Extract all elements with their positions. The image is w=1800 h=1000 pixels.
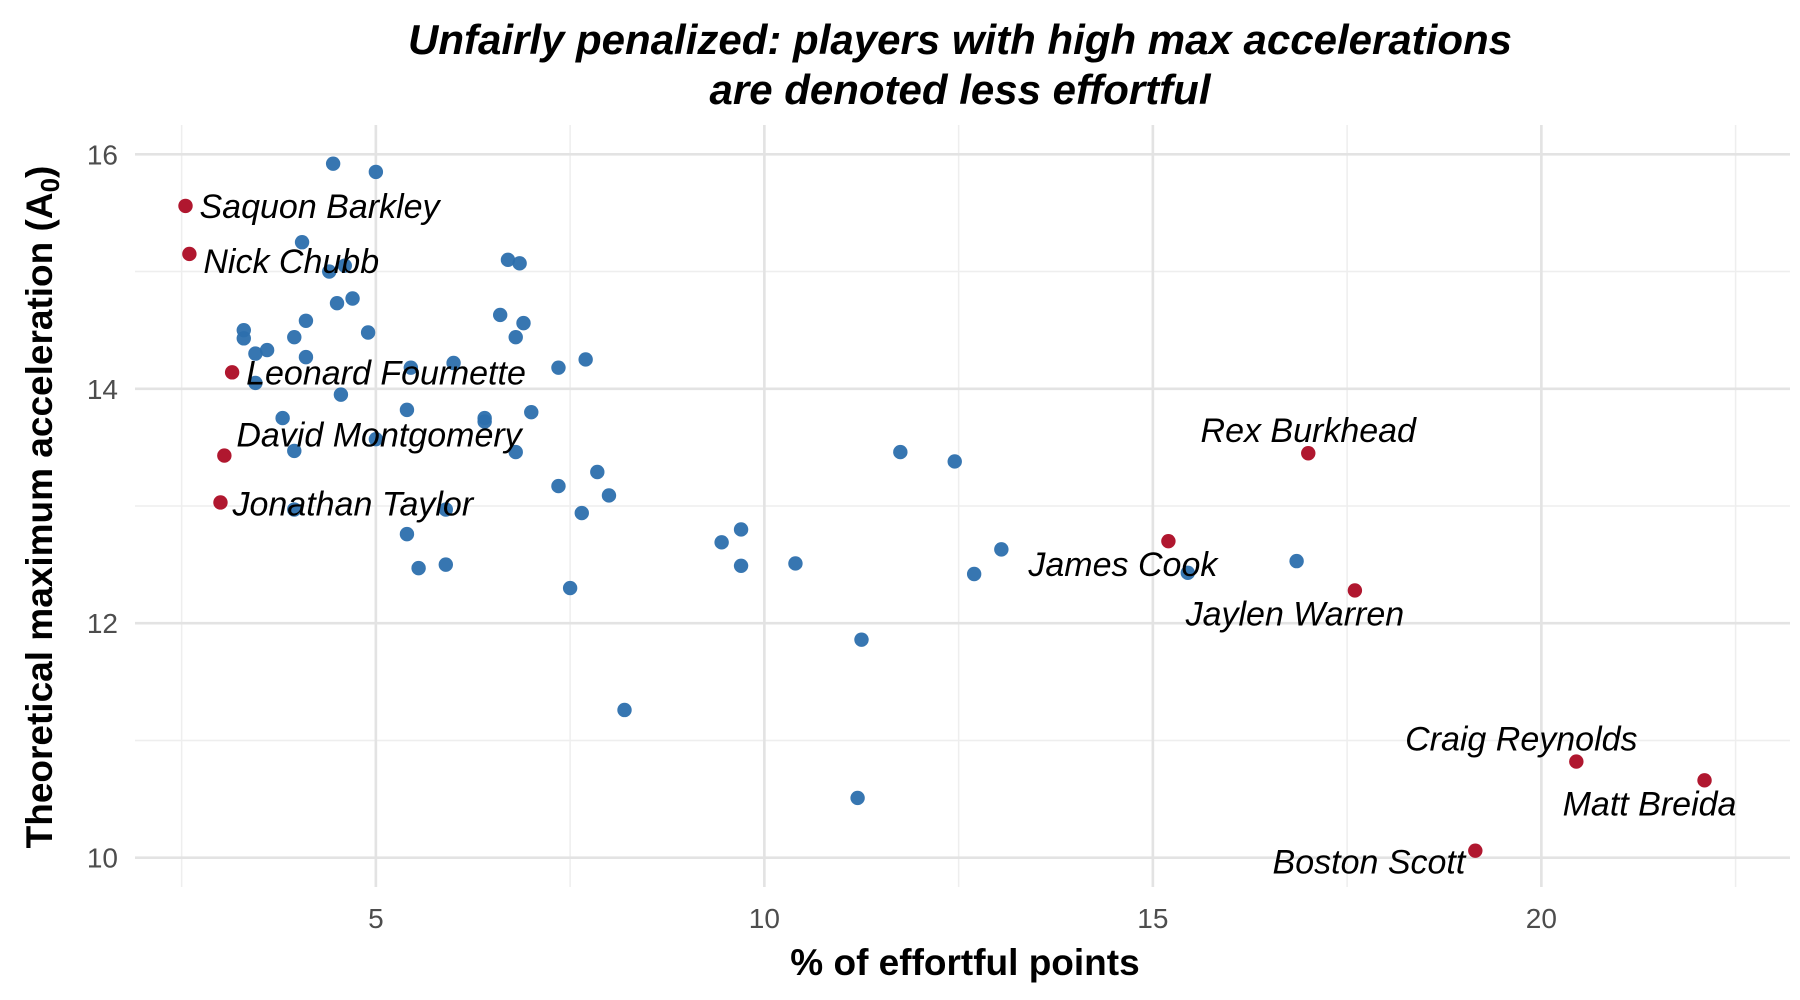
data-point <box>562 580 578 596</box>
data-point <box>438 557 453 572</box>
x-tick-label: 15 <box>1137 903 1168 934</box>
highlighted-point <box>217 448 232 463</box>
highlighted-point <box>1161 533 1176 549</box>
data-point <box>337 258 352 273</box>
highlighted-point <box>178 198 193 214</box>
data-point <box>994 542 1009 557</box>
point-label: Nick Chubb <box>203 243 379 281</box>
data-point <box>446 355 461 371</box>
data-point <box>329 295 345 311</box>
data-point <box>298 313 314 328</box>
y-tick-label: 14 <box>87 374 118 405</box>
highlighted-point <box>1301 446 1316 461</box>
data-point <box>403 360 419 375</box>
x-tick-label: 20 <box>1526 903 1557 934</box>
point-label: James Cook <box>1027 546 1219 584</box>
data-point <box>617 702 632 718</box>
data-point <box>516 315 531 331</box>
y-tick-label: 10 <box>87 843 118 874</box>
point-labels: Saquon Barkley Nick Chubb Leonard Fournett… <box>200 188 1737 882</box>
data-points <box>178 156 1712 858</box>
data-point <box>287 502 302 517</box>
data-point <box>551 478 566 494</box>
data-point <box>477 414 492 429</box>
data-point <box>333 387 349 402</box>
point-label: David Montgomery <box>236 417 523 455</box>
highlighted-point <box>1697 773 1712 788</box>
data-point <box>500 252 516 268</box>
data-point <box>287 443 302 459</box>
point-label: Jonathan Taylor <box>231 485 474 523</box>
point-label: Craig Reynolds <box>1405 721 1637 759</box>
data-point <box>360 325 376 340</box>
tick-labels: 5 10 15 20 10 12 14 16 <box>87 139 1557 934</box>
highlighted-point <box>1347 583 1363 598</box>
point-label: Matt Breida <box>1563 785 1737 823</box>
data-point <box>236 331 251 346</box>
chart-title-line-1: Unfairly penalized: players with high ma… <box>408 16 1512 63</box>
data-point <box>601 488 617 503</box>
data-point <box>411 560 426 576</box>
data-point <box>733 522 749 537</box>
data-point <box>551 360 566 375</box>
data-point <box>287 329 302 345</box>
data-point <box>512 256 527 271</box>
y-tick-label: 16 <box>87 139 118 170</box>
data-point <box>788 556 803 571</box>
data-point <box>438 502 453 517</box>
data-point <box>275 410 290 426</box>
highlighted-point <box>1468 843 1483 858</box>
data-point <box>733 558 749 573</box>
data-point <box>1289 553 1304 569</box>
point-label: Boston Scott <box>1273 844 1467 882</box>
data-point <box>574 505 589 521</box>
data-point <box>1180 565 1196 581</box>
data-point <box>893 444 908 460</box>
data-point <box>325 156 341 171</box>
data-point <box>294 235 310 250</box>
data-point <box>368 431 384 447</box>
data-point <box>508 444 523 460</box>
data-point <box>368 164 384 180</box>
highlighted-point <box>224 365 240 380</box>
data-point <box>854 632 869 647</box>
point-label: Jaylen Warren <box>1185 595 1405 633</box>
point-label: Saquon Barkley <box>200 188 442 226</box>
data-point <box>714 535 729 550</box>
data-point <box>298 349 314 365</box>
data-point <box>399 402 415 418</box>
data-point <box>248 346 263 361</box>
point-label: Rex Burkhead <box>1201 412 1418 450</box>
data-point <box>248 375 263 391</box>
data-point <box>578 352 593 367</box>
point-label: Leonard Fournette <box>246 354 526 392</box>
x-tick-label: 10 <box>749 903 780 934</box>
data-point <box>492 307 508 323</box>
data-point <box>590 464 605 480</box>
data-point <box>966 566 982 582</box>
highlighted-point <box>213 495 228 510</box>
grid <box>135 125 1790 887</box>
x-axis-title: % of effortful points <box>790 942 1139 983</box>
chart-title-line-2: are denoted less effortful <box>709 66 1211 113</box>
data-point <box>850 790 865 806</box>
data-point <box>399 526 415 542</box>
y-axis-title-subscript: 0 <box>35 178 65 192</box>
data-point <box>322 264 337 279</box>
data-point <box>345 291 360 306</box>
highlighted-point <box>182 246 197 262</box>
data-point <box>947 454 962 469</box>
data-point <box>524 405 539 420</box>
highlighted-point <box>1569 754 1584 769</box>
data-point <box>259 342 275 358</box>
x-tick-label: 5 <box>368 903 384 934</box>
y-tick-label: 12 <box>87 608 118 639</box>
y-axis-title: Theoretical maximum acceleration (A0) <box>19 166 65 849</box>
data-point <box>508 329 523 345</box>
y-axis-title-main: Theoretical maximum acceleration (A <box>19 192 60 848</box>
y-axis-title-suffix: ) <box>19 166 60 178</box>
